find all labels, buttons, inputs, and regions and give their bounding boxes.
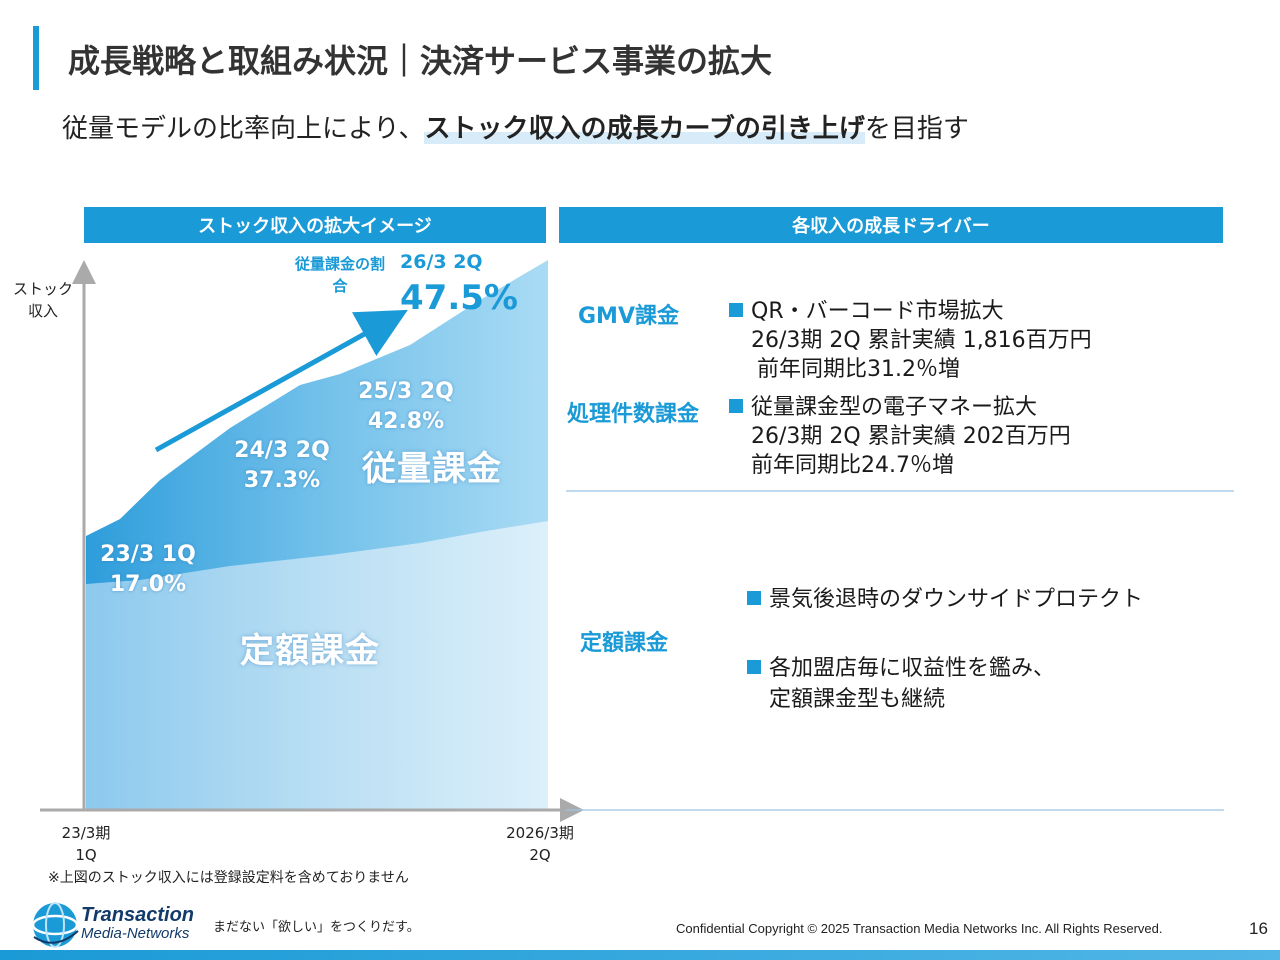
driver-gmv-bullet: QR・バーコード市場拡大 [729, 297, 1092, 326]
subtitle-pre: 従量モデルの比率向上により、 [62, 114, 425, 144]
latest-share-value: 47.5% [400, 278, 518, 318]
bullet-text: 景気後退時のダウンサイドプロテクト [769, 587, 1144, 612]
data-label-period: 24/3 2Q [234, 438, 330, 463]
y-axis-label: ストック収入 [12, 280, 73, 320]
driver-gmv-details: QR・バーコード市場拡大 26/3期 2Q 累計実績 1,816百万円 前年同期… [729, 297, 1092, 384]
bullet-text: 従量課金型の電子マネー拡大 [751, 395, 1038, 420]
x-start-period: 23/3期 [61, 824, 111, 842]
x-end-period: 2026/3期 [506, 824, 574, 842]
data-label-value: 42.8% [367, 409, 445, 434]
data-label-period: 23/3 1Q [100, 542, 196, 567]
driver-transaction-growth: 前年同期比24.7％増 [751, 453, 954, 478]
driver-fixed-fee: 定額課金 [580, 631, 669, 656]
square-bullet-icon [747, 591, 761, 605]
driver-transaction-result: 26/3期 2Q 累計実績 202百万円 [751, 424, 1071, 449]
bullet-text: QR・バーコード市場拡大 [751, 299, 1004, 324]
company-logo-icon [31, 902, 79, 948]
data-label-period: 25/3 2Q [358, 379, 454, 404]
left-section-header: ストック収入の拡大イメージ [84, 207, 546, 243]
data-label-value: 37.3% [243, 468, 321, 493]
x-axis-end-label: 2026/3期 2Q [494, 822, 586, 866]
company-logo-text: Transaction Media-Networks [81, 905, 194, 943]
square-bullet-icon [729, 399, 743, 413]
driver-transaction-bullet: 従量課金型の電子マネー拡大 [729, 393, 1071, 422]
driver-fixed-bullet-2: 各加盟店毎に収益性を鑑み、 [747, 654, 1143, 683]
driver-gmv-result: 26/3期 2Q 累計実績 1,816百万円 [751, 328, 1092, 353]
bullet-text: 各加盟店毎に収益性を鑑み、 [769, 656, 1056, 681]
subtitle-post: を目指す [864, 114, 969, 144]
data-label-25-2q: 25/3 2Q 42.8% [350, 377, 462, 437]
x-end-quarter: 2Q [529, 846, 551, 864]
driver-fixed-bullet-2-cont: 定額課金型も継続 [769, 687, 946, 712]
logo-line-1: Transaction [81, 904, 194, 926]
right-section-header: 各収入の成長ドライバー [559, 207, 1223, 243]
ratio-caption: 従量課金の割合 [294, 255, 385, 295]
driver-fixed-bullet-1: 景気後退時のダウンサイドプロテクト [747, 585, 1143, 614]
driver-gmv-fee: GMV課金 [578, 304, 679, 329]
company-tagline: まだない「欲しい」をつくりだす。 [213, 920, 420, 935]
footer-accent-bar [0, 950, 1280, 960]
x-start-quarter: 1Q [75, 846, 97, 864]
chart-footnote: ※上図のストック収入には登録設定料を含めておりません [48, 870, 409, 886]
title-accent-bar [33, 26, 39, 90]
driver-transaction-details: 従量課金型の電子マネー拡大 26/3期 2Q 累計実績 202百万円 前年同期比… [729, 393, 1071, 480]
driver-fixed-details: 景気後退時のダウンサイドプロテクト 各加盟店毎に収益性を鑑み、 定額課金型も継続 [747, 585, 1143, 714]
fixed-fee-area-label: 定額課金 [240, 631, 380, 671]
driver-gmv-growth: 前年同期比31.2％増 [757, 357, 960, 382]
x-axis-start-label: 23/3期 1Q [48, 822, 124, 866]
copyright-notice: Confidential Copyright © 2025 Transactio… [676, 921, 1163, 936]
data-label-23-1q: 23/3 1Q 17.0% [92, 540, 204, 600]
subtitle-highlight: ストック収入の成長カーブの引き上げ [424, 114, 865, 144]
page-subtitle: 従量モデルの比率向上により、ストック収入の成長カーブの引き上げを目指す [62, 108, 969, 145]
data-label-24-2q: 24/3 2Q 37.3% [226, 436, 338, 496]
driver-transaction-fee: 処理件数課金 [567, 402, 700, 427]
logo-line-2: Media-Networks [81, 925, 190, 942]
square-bullet-icon [729, 303, 743, 317]
variable-fee-area-label: 従量課金 [362, 449, 502, 489]
data-label-value: 17.0% [109, 572, 187, 597]
fixed-fee-area [86, 521, 548, 810]
square-bullet-icon [747, 660, 761, 674]
page-number: 16 [1249, 919, 1268, 938]
page-title: 成長戦略と取組み状況｜決済サービス事業の拡大 [68, 42, 773, 80]
latest-period-label: 26/3 2Q [400, 251, 483, 273]
growth-arrow [154, 309, 408, 453]
